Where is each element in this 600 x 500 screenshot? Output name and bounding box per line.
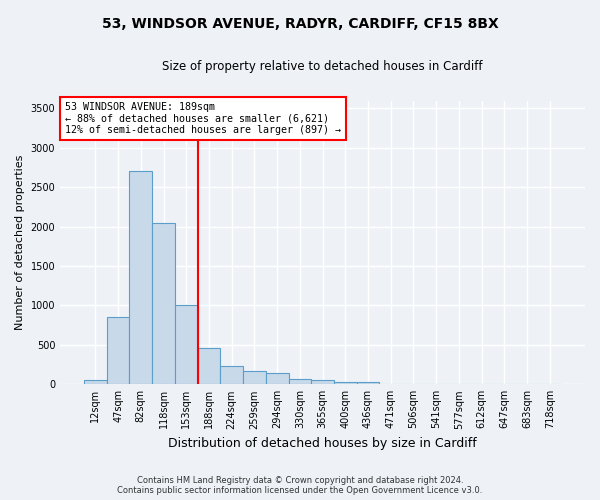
Bar	[334, 382, 356, 384]
Title: Size of property relative to detached houses in Cardiff: Size of property relative to detached ho…	[163, 60, 483, 73]
Y-axis label: Number of detached properties: Number of detached properties	[15, 154, 25, 330]
Bar	[266, 374, 289, 384]
Bar	[220, 366, 243, 384]
X-axis label: Distribution of detached houses by size in Cardiff: Distribution of detached houses by size …	[168, 437, 477, 450]
Text: 53, WINDSOR AVENUE, RADYR, CARDIFF, CF15 8BX: 53, WINDSOR AVENUE, RADYR, CARDIFF, CF15…	[101, 18, 499, 32]
Bar	[243, 370, 266, 384]
Bar	[130, 172, 152, 384]
Bar	[152, 222, 175, 384]
Bar	[107, 318, 130, 384]
Text: 53 WINDSOR AVENUE: 189sqm
← 88% of detached houses are smaller (6,621)
12% of se: 53 WINDSOR AVENUE: 189sqm ← 88% of detac…	[65, 102, 341, 135]
Bar	[356, 382, 379, 384]
Bar	[197, 348, 220, 385]
Text: Contains HM Land Registry data © Crown copyright and database right 2024.
Contai: Contains HM Land Registry data © Crown c…	[118, 476, 482, 495]
Bar	[311, 380, 334, 384]
Bar	[289, 379, 311, 384]
Bar	[175, 304, 197, 384]
Bar	[84, 380, 107, 384]
